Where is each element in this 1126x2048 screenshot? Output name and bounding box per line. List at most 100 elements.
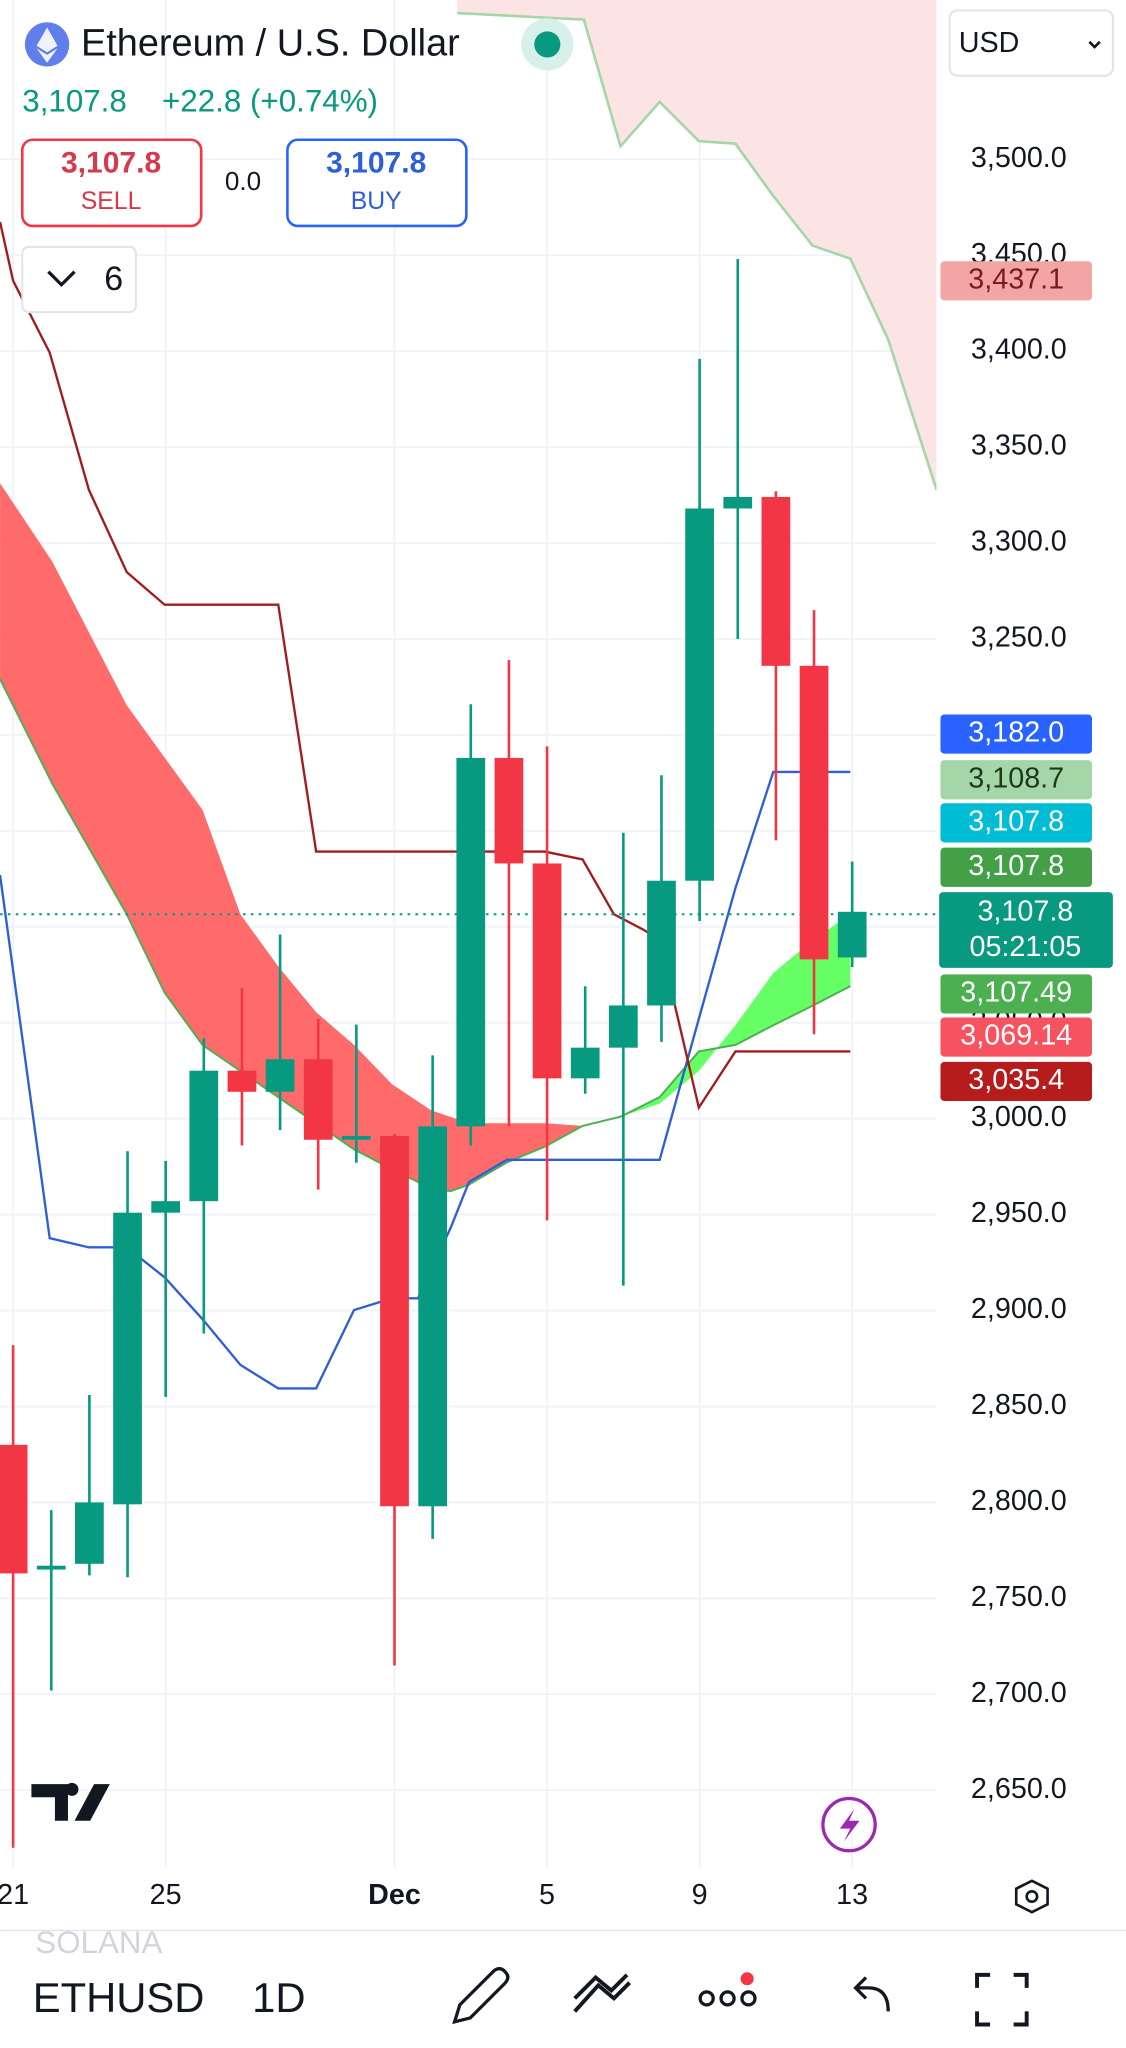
watch-prev: SOLANA: [35, 1925, 162, 1960]
price-tag: [940, 803, 1092, 843]
y-tick-label: 2,800.0: [971, 1485, 1067, 1517]
price-tag-label: 3,107.8: [968, 850, 1064, 882]
cloud-green: [582, 914, 851, 1126]
price-tag: [940, 974, 1092, 1014]
price-tag-label: 3,069.14: [960, 1020, 1072, 1052]
candle-body: [685, 508, 714, 881]
y-tick-label: 2,900.0: [971, 1293, 1067, 1325]
x-tick-label: 13: [836, 1879, 868, 1911]
indicator-toggle[interactable]: [21, 245, 137, 314]
y-tick-label: 2,650.0: [971, 1773, 1067, 1805]
symbol[interactable]: ETHUSD: [33, 1974, 205, 2021]
change: +22.8 (+0.74%): [162, 83, 378, 118]
price-tag-label: 3,107.8: [977, 896, 1073, 928]
notification-dot: [740, 1972, 754, 1986]
draw-tool[interactable]: [452, 1967, 510, 2025]
y-tick-label: 2,850.0: [971, 1389, 1067, 1421]
interval[interactable]: 1D: [252, 1974, 305, 2021]
y-tick-label: 2,950.0: [971, 1197, 1067, 1229]
tv-logo: [31, 1784, 110, 1821]
cloud-red: [0, 483, 583, 1192]
price-tag-label: 3,107.8: [968, 805, 1064, 837]
candle-body: [418, 1126, 448, 1507]
sell-price: 3,107.8: [61, 147, 161, 180]
spread: 0.0: [225, 166, 261, 196]
price-tag-label: 3,108.7: [968, 762, 1064, 794]
candle-body: [303, 1059, 333, 1140]
candle-body: [342, 1135, 371, 1140]
line-tool[interactable]: [573, 1973, 631, 2013]
buy-price: 3,107.8: [326, 147, 426, 180]
cloud-future: [457, 0, 937, 490]
settings-button[interactable]: [1014, 1879, 1049, 1914]
candles: [0, 259, 867, 1848]
price-tag: [940, 714, 1092, 754]
x-tick-label: Dec: [368, 1879, 421, 1911]
chevron: [47, 270, 76, 288]
candle-body: [151, 1201, 181, 1213]
tv-logo-dot: [65, 1782, 79, 1796]
currency: USD: [959, 27, 1020, 59]
y-tick-label: 2,750.0: [971, 1581, 1067, 1613]
y-tick-label: 3,000.0: [971, 1101, 1067, 1133]
y-tick-label: 3,250.0: [971, 622, 1067, 654]
y-tick-label: 3,350.0: [971, 430, 1067, 462]
sell-button[interactable]: [20, 138, 203, 228]
buy-button[interactable]: [286, 138, 468, 228]
sell-label: SELL: [81, 188, 142, 215]
more-dot[interactable]: [698, 1990, 715, 2007]
y-tick-label: 3,300.0: [971, 526, 1067, 558]
candle-body: [608, 1005, 638, 1048]
more-dot: [719, 1990, 736, 2007]
x-tick-label: 25: [150, 1879, 182, 1911]
candle-body: [799, 665, 829, 960]
market-open-dot: [534, 31, 561, 58]
symbol-title: Ethereum / U.S. Dollar: [81, 23, 460, 65]
price-tag-label: 3,437.1: [968, 263, 1064, 295]
more-dot: [740, 1990, 757, 2007]
candle-body: [75, 1502, 104, 1564]
span-b: [0, 678, 851, 1193]
axis: 3,500.03,450.03,400.03,350.03,300.03,250…: [939, 142, 1113, 1805]
currency-select[interactable]: [948, 9, 1114, 77]
y-tick-label: 3,400.0: [971, 334, 1067, 366]
candle-body: [36, 1565, 66, 1570]
assistant-button[interactable]: [821, 1796, 877, 1853]
fullscreen-button[interactable]: [975, 1972, 1029, 2027]
y-tick-label: 2,700.0: [971, 1677, 1067, 1709]
settings-dot: [1025, 1889, 1039, 1904]
candle-body: [265, 1059, 295, 1092]
buy-label: BUY: [351, 188, 402, 215]
candle-body: [532, 863, 562, 1079]
candle-body: [0, 1444, 28, 1574]
price-tag: [940, 1017, 1092, 1057]
price-tag: [940, 847, 1092, 887]
candle-body: [113, 1212, 142, 1505]
price-tag: [940, 760, 1092, 800]
x-tick-label: 21: [0, 1879, 29, 1911]
candle-body: [570, 1047, 600, 1079]
candle-body: [189, 1070, 219, 1202]
candle-body: [456, 757, 486, 1127]
price-tag-label: 3,107.49: [960, 977, 1072, 1009]
price-tag: [940, 1061, 1092, 1102]
candle-body: [380, 1135, 409, 1507]
price-tag-label: 3,182.0: [968, 717, 1064, 749]
x-tick-label: 5: [539, 1879, 555, 1911]
countdown: 05:21:05: [969, 931, 1081, 963]
candle-body: [723, 496, 753, 509]
price-tag: [940, 261, 1092, 301]
base-line: [0, 221, 851, 1111]
candle-body: [494, 757, 524, 864]
x-tick-label: 9: [692, 1879, 708, 1911]
eth-glyph: [36, 27, 58, 63]
undo-button[interactable]: [853, 1976, 890, 2012]
grid: [0, 0, 937, 1868]
candle-body: [837, 911, 867, 958]
quote: 3,107.8: [22, 83, 127, 118]
price-tag-label: 3,035.4: [968, 1064, 1064, 1096]
candle-body: [761, 496, 791, 666]
span-line: [457, 11, 938, 491]
